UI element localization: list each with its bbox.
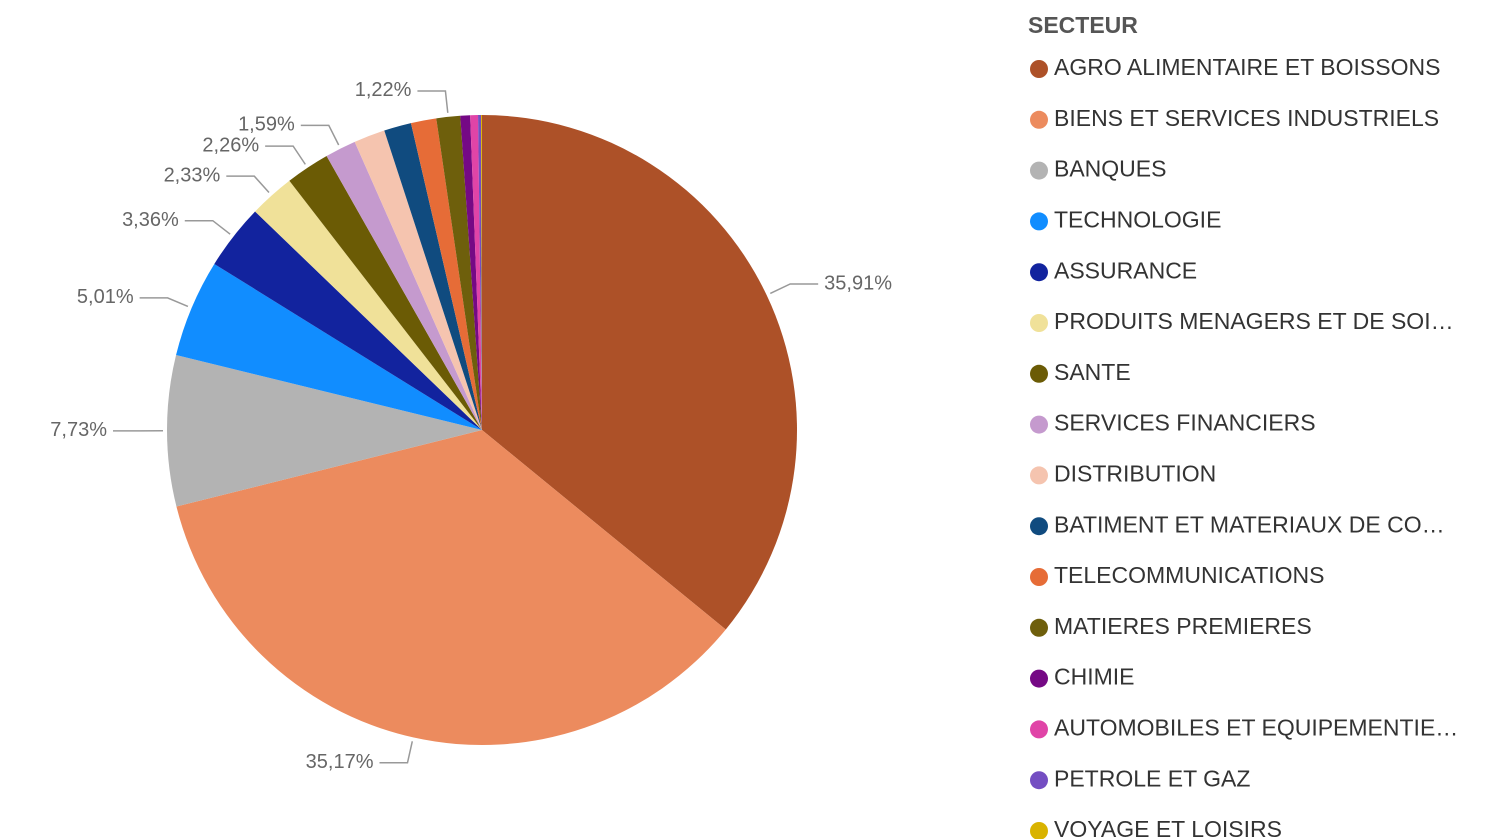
- leader-line: [184, 219, 231, 235]
- legend-label: BATIMENT ET MATERIAUX DE CO…: [1054, 511, 1445, 537]
- pie-slice: [384, 123, 482, 431]
- leader-line: [139, 297, 189, 308]
- legend-marker: [1030, 568, 1048, 586]
- pie-slice: [176, 430, 726, 745]
- pie-slice: [460, 115, 482, 430]
- legend-label: AGRO ALIMENTAIRE ET BOISSONS: [1054, 54, 1440, 80]
- legend-label: TECHNOLOGIE: [1054, 206, 1221, 232]
- leader-line: [769, 283, 819, 295]
- legend-label: PETROLE ET GAZ: [1054, 765, 1250, 791]
- leader-line: [300, 124, 340, 146]
- pie-slice: [167, 355, 482, 507]
- legend-label: MATIERES PREMIERES: [1054, 613, 1312, 639]
- data-label: 35,91%: [824, 272, 892, 294]
- legend-marker: [1030, 364, 1048, 383]
- pie-slice: [255, 180, 482, 430]
- legend-marker: [1030, 314, 1048, 332]
- legend-marker: [1030, 161, 1048, 180]
- legend-label: TELECOMMUNICATIONS: [1054, 562, 1324, 588]
- legend-label: DISTRIBUTION: [1054, 460, 1216, 486]
- legend-marker: [1030, 466, 1048, 485]
- legend-marker: [1030, 771, 1048, 790]
- legend-title: SECTEUR: [1028, 12, 1138, 38]
- data-label: 1,22%: [355, 79, 412, 101]
- data-label: 2,33%: [164, 164, 221, 186]
- legend-label: PRODUITS MENAGERS ET DE SOI…: [1054, 308, 1454, 334]
- leader-line: [417, 90, 449, 113]
- legend-marker: [1030, 517, 1048, 536]
- legend-label: CHIMIE: [1054, 664, 1135, 690]
- pie-slice: [214, 211, 482, 430]
- pie-slice: [481, 115, 482, 430]
- pie-slice: [482, 115, 797, 630]
- pie-slice: [354, 130, 482, 430]
- legend-marker: [1030, 720, 1048, 739]
- legend-label: BIENS ET SERVICES INDUSTRIELS: [1054, 105, 1439, 131]
- pie-slice: [176, 263, 482, 430]
- legend-marker: [1030, 669, 1048, 688]
- legend-marker: [1030, 60, 1048, 78]
- legend-label: AUTOMOBILES ET EQUIPEMENTIE…: [1054, 714, 1458, 740]
- data-label: 3,36%: [122, 209, 179, 231]
- legend-label: SERVICES FINANCIERS: [1054, 410, 1316, 436]
- data-label: 5,01%: [77, 286, 134, 308]
- legend-marker: [1030, 110, 1048, 129]
- pie-slice: [410, 118, 482, 431]
- legend-marker: [1030, 263, 1048, 282]
- pie-slice: [436, 115, 482, 430]
- leader-line: [226, 175, 270, 194]
- legend-marker: [1030, 212, 1048, 231]
- legend-marker: [1030, 415, 1048, 434]
- data-label: 35,17%: [306, 751, 374, 773]
- data-label: 7,73%: [50, 419, 107, 441]
- legend-label: SANTE: [1054, 359, 1131, 385]
- data-label: 2,26%: [202, 134, 259, 156]
- pie-slice: [478, 115, 482, 430]
- data-label: 1,59%: [238, 114, 295, 136]
- legend-label: ASSURANCE: [1054, 257, 1197, 283]
- leader-line: [379, 741, 414, 764]
- pie-slice: [326, 141, 482, 431]
- pie-slice: [470, 115, 482, 431]
- legend-marker: [1030, 618, 1048, 637]
- legend-marker: [1030, 822, 1048, 839]
- legend-label: BANQUES: [1054, 156, 1166, 182]
- legend-label: VOYAGE ET LOISIRS: [1054, 816, 1282, 839]
- pie-slice: [289, 156, 482, 430]
- leader-line: [265, 145, 306, 165]
